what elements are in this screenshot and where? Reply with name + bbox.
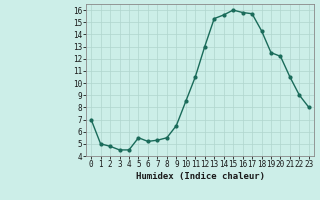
X-axis label: Humidex (Indice chaleur): Humidex (Indice chaleur) [135, 172, 265, 181]
